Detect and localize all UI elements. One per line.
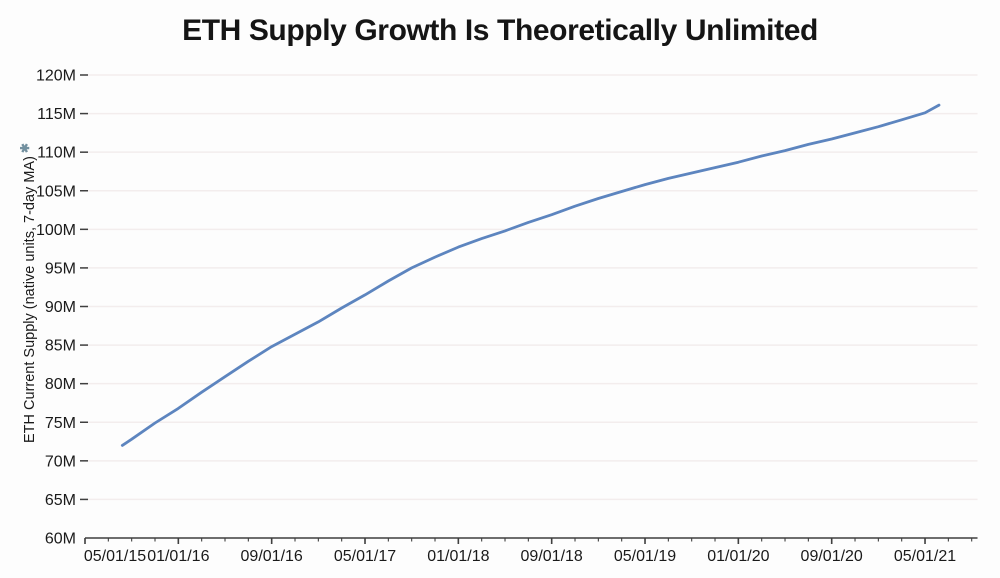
x-tick-label: 01/01/18	[427, 548, 489, 565]
y-tick-label: 120M	[36, 68, 76, 85]
x-tick-label: 05/01/21	[894, 548, 956, 565]
x-tick-label: 01/01/20	[707, 548, 769, 565]
y-tick-label: 115M	[37, 106, 76, 123]
y-tick-label: 100M	[36, 222, 76, 239]
y-tick-label: 95M	[45, 260, 76, 277]
y-tick-label: 105M	[36, 183, 76, 200]
y-tick-label: 110M	[37, 145, 76, 162]
y-tick-label: 90M	[45, 299, 76, 316]
y-tick-label: 80M	[45, 376, 76, 393]
x-tick-label: 09/01/18	[521, 548, 583, 565]
y-tick-label: 70M	[45, 453, 76, 470]
x-tick-label: 09/01/16	[241, 548, 303, 565]
x-tick-label: 09/01/20	[801, 548, 863, 565]
y-tick-label: 60M	[45, 531, 76, 548]
x-tick-label: 01/01/16	[147, 548, 209, 565]
chart-title: ETH Supply Growth Is Theoretically Unlim…	[182, 14, 818, 47]
y-tick-label: 65M	[45, 492, 76, 509]
y-tick-label: 75M	[45, 415, 76, 432]
y-tick-label: 85M	[45, 338, 76, 355]
eth-supply-line	[120, 103, 941, 447]
x-tick-label: 05/01/17	[334, 548, 396, 565]
x-tick-label: 05/01/15	[84, 548, 146, 565]
x-tick-label: 05/01/19	[614, 548, 676, 565]
